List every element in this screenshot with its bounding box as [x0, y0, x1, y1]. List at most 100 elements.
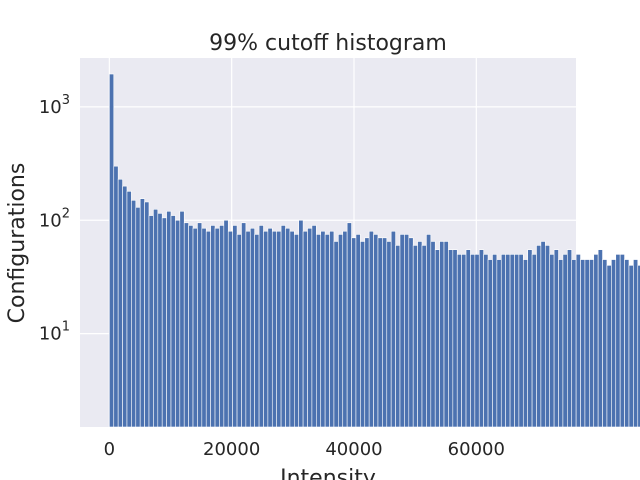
histogram-bar	[470, 254, 476, 428]
histogram-bar	[448, 249, 454, 428]
histogram-bar	[412, 245, 418, 428]
histogram-bar	[117, 178, 123, 428]
histogram-bar	[298, 219, 304, 428]
histogram-bar	[113, 165, 119, 428]
histogram-bar	[368, 230, 374, 428]
histogram-bar	[192, 227, 198, 428]
histogram-bar	[316, 234, 322, 428]
y-tick-base: 10	[39, 324, 62, 345]
histogram-bar	[364, 237, 370, 428]
histogram-bar	[227, 230, 233, 428]
histogram-bar	[170, 215, 176, 428]
histogram-bar	[342, 230, 348, 428]
histogram-bar	[395, 245, 401, 428]
histogram-bar	[188, 225, 194, 428]
histogram-bar	[567, 249, 573, 428]
histogram-bar	[536, 245, 542, 428]
histogram-bar	[377, 237, 383, 428]
histogram-bar	[606, 265, 612, 428]
histogram-bar	[589, 259, 595, 428]
histogram-bar	[214, 227, 220, 428]
histogram-bar	[390, 230, 396, 428]
chart-title: 99% cutoff histogram	[209, 31, 447, 56]
histogram-bar	[518, 254, 524, 428]
histogram-bar	[434, 249, 440, 428]
histogram-bar	[360, 241, 366, 428]
histogram-bar	[474, 254, 480, 428]
histogram-bar	[175, 219, 181, 428]
x-axis-ticks: 0 20000 40000 60000	[104, 439, 505, 460]
histogram-bar	[355, 234, 361, 428]
histogram-bar	[386, 241, 392, 428]
histogram-bar	[597, 249, 603, 428]
histogram-bar	[346, 222, 352, 428]
histogram-bar	[109, 73, 115, 428]
histogram-bar	[417, 241, 423, 428]
histogram-bar	[615, 254, 621, 428]
y-tick-label: 101	[39, 320, 70, 345]
histogram-bar	[593, 254, 599, 428]
histogram-bar	[465, 249, 471, 428]
histogram-bar	[373, 234, 379, 428]
histogram-bar	[294, 234, 300, 428]
histogram-bar	[571, 259, 577, 428]
histogram-bar	[139, 198, 145, 428]
histogram-bar	[421, 245, 427, 428]
histogram-bar	[153, 208, 159, 428]
histogram-bar	[179, 210, 185, 428]
histogram-bar	[148, 215, 154, 428]
histogram-bar	[624, 259, 630, 428]
histogram-bar	[131, 199, 137, 428]
histogram-bar	[399, 234, 405, 428]
histogram-bar	[522, 259, 528, 428]
x-tick-label: 20000	[203, 439, 260, 460]
histogram-bar	[254, 234, 260, 428]
histogram-bar	[320, 230, 326, 428]
histogram-bar	[201, 227, 207, 428]
histogram-bar	[531, 254, 537, 428]
x-axis-label: Intensity	[280, 466, 376, 480]
histogram-bar	[223, 219, 229, 428]
x-tick-label: 60000	[448, 439, 505, 460]
histogram-bar	[302, 230, 308, 428]
histogram-bar	[408, 237, 414, 428]
histogram-bar	[492, 254, 498, 428]
histogram-bar	[602, 259, 608, 428]
histogram-bar	[496, 259, 502, 428]
y-tick-label: 103	[39, 93, 70, 118]
histogram-bar	[135, 207, 141, 428]
histogram-bar	[122, 185, 128, 428]
histogram-bar	[329, 230, 335, 428]
histogram-bar	[611, 259, 617, 428]
histogram-bar	[263, 230, 269, 428]
histogram-bar	[500, 254, 506, 428]
histogram-bar	[232, 225, 238, 428]
histogram-bar	[487, 259, 493, 428]
histogram-bar	[633, 259, 639, 428]
histogram-bar	[553, 249, 559, 428]
y-tick-exponent: 3	[62, 93, 70, 108]
histogram-bar	[404, 234, 410, 428]
histogram-bar	[527, 249, 533, 428]
histogram-bar	[205, 230, 211, 428]
histogram-bar	[452, 249, 458, 428]
histogram-bar	[276, 230, 282, 428]
histogram-bar	[509, 254, 515, 428]
histogram-bar	[197, 222, 203, 428]
histogram-bar	[351, 237, 357, 428]
y-tick-exponent: 1	[62, 320, 70, 335]
histogram-bar	[430, 241, 436, 428]
histogram-bar	[443, 241, 449, 428]
histogram-bar	[144, 201, 150, 428]
histogram-bar	[456, 254, 462, 428]
histogram-bar	[544, 245, 551, 428]
histogram-bar	[245, 230, 251, 428]
histogram-bar	[271, 230, 277, 428]
y-axis-label: Configurations	[5, 163, 30, 324]
histogram-bar	[280, 225, 286, 428]
histogram-bar	[241, 222, 247, 428]
histogram-bar	[549, 254, 555, 428]
histogram-bar	[505, 254, 511, 428]
histogram-bar	[558, 259, 564, 428]
